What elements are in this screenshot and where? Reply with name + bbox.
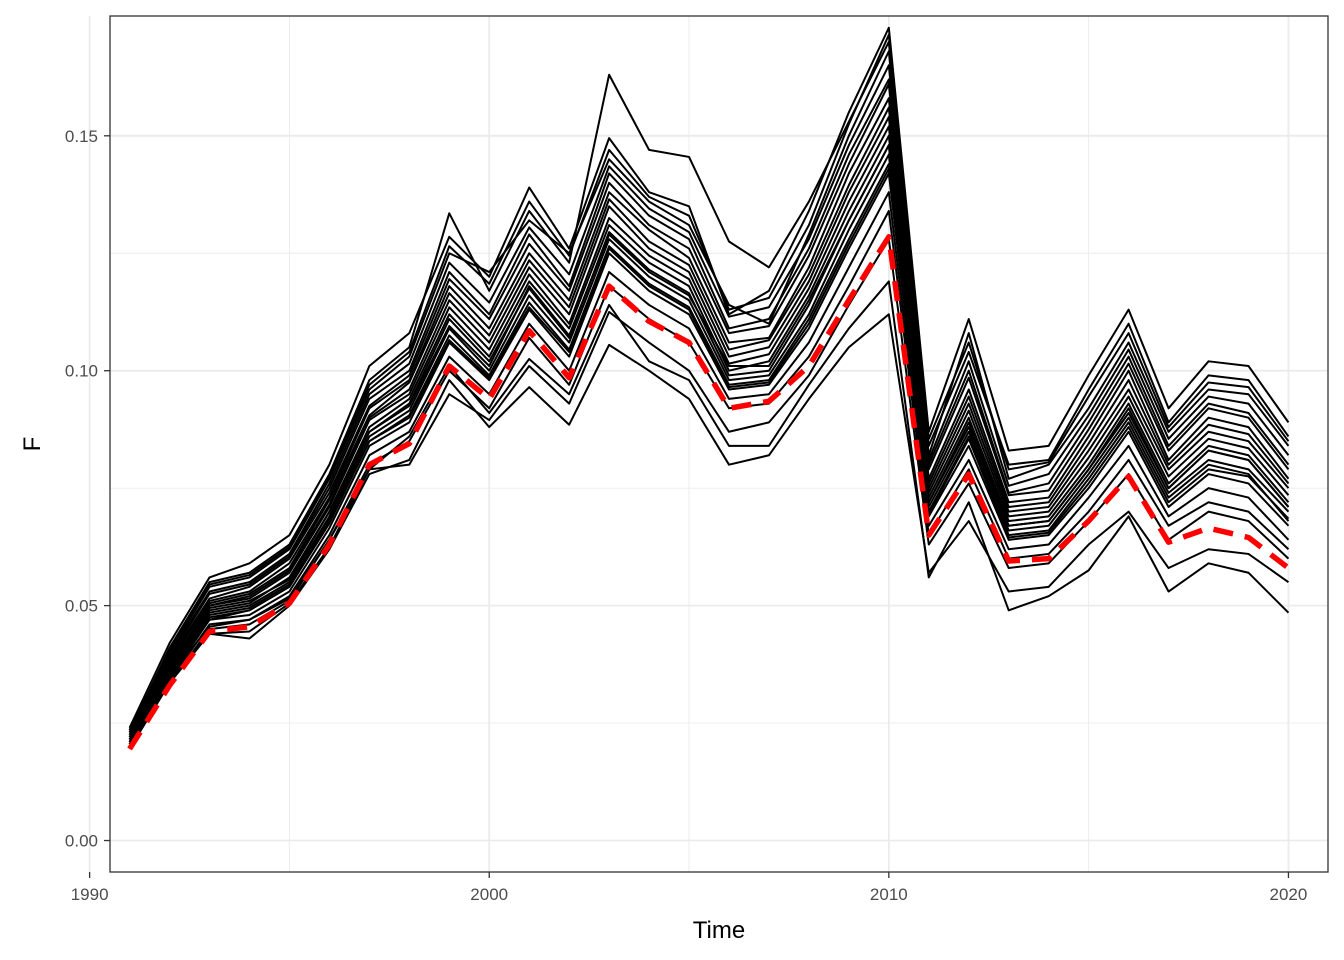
x-axis-title: Time	[693, 917, 745, 944]
series-line-17	[128, 64, 1290, 733]
series-line-22	[128, 33, 1290, 731]
series-line-19	[128, 162, 1290, 745]
series-line-9	[128, 172, 1290, 748]
series-line-6	[128, 116, 1290, 740]
y-tick-label: 0.10	[65, 362, 98, 381]
y-tick-label: 0.00	[65, 832, 98, 851]
x-tick-label: 2010	[870, 885, 908, 904]
y-tick-label: 0.15	[65, 127, 98, 146]
series-line-18	[128, 144, 1290, 743]
x-axis: 1990 2000 2010 2020	[71, 872, 1308, 904]
series-line-mean	[127, 234, 1291, 751]
series-line-5	[128, 97, 1290, 738]
y-tick-label: 0.05	[65, 597, 98, 616]
series-line-16	[128, 106, 1290, 738]
series-line-8	[128, 153, 1290, 745]
y-axis: 0.00 0.05 0.10 0.15	[65, 127, 110, 851]
series-layer	[127, 26, 1291, 751]
series-line-4	[128, 78, 1290, 736]
x-tick-label: 1990	[71, 885, 109, 904]
y-axis-title: F	[19, 437, 46, 452]
x-tick-label: 2020	[1270, 885, 1308, 904]
series-line-21	[128, 125, 1290, 740]
series-line-20	[128, 83, 1290, 736]
x-tick-label: 2000	[470, 885, 508, 904]
series-line-23	[128, 167, 1290, 743]
panel-border	[109, 15, 1329, 873]
series-line-2	[128, 40, 1290, 733]
series-line-13	[128, 313, 1290, 748]
plot-background	[110, 16, 1328, 872]
series-line-10	[128, 191, 1290, 748]
